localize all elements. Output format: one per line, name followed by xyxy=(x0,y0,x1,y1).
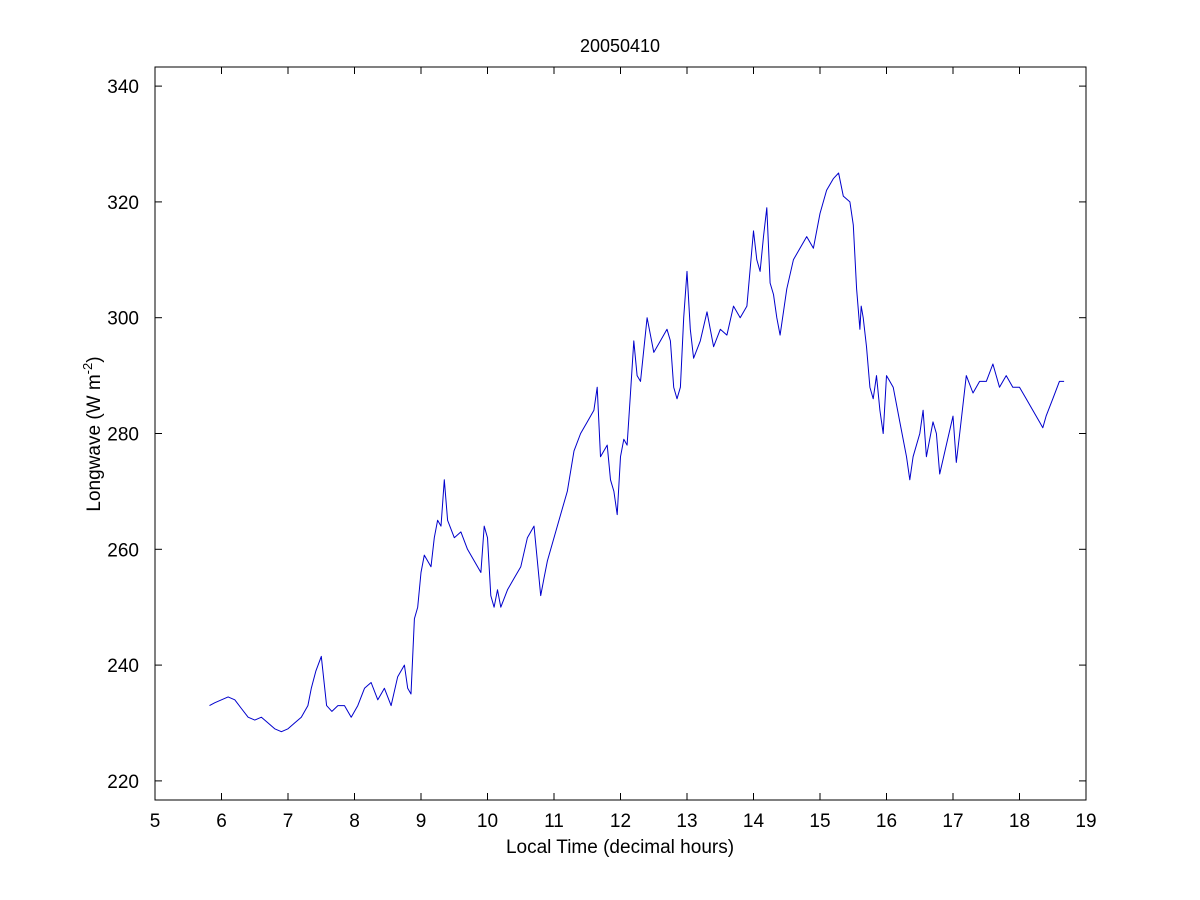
y-axis-label-superscript: -2 xyxy=(80,363,95,375)
y-tick-label: 340 xyxy=(107,77,139,98)
x-tick-label: 17 xyxy=(942,811,963,832)
x-axis: 5 6 7 8 9 10 11 12 13 14 15 16 17 18 19 xyxy=(150,67,1097,832)
x-tick-label: 10 xyxy=(477,811,498,832)
y-tick-label: 320 xyxy=(107,193,139,214)
x-tick-label: 6 xyxy=(216,811,227,832)
x-tick-label: 14 xyxy=(743,811,765,832)
series-line-group xyxy=(209,172,1065,733)
y-axis-label: Longwave (W m-2) xyxy=(80,356,105,511)
x-tick-label: 8 xyxy=(349,811,360,832)
x-tick-label: 11 xyxy=(544,811,564,832)
y-axis: 220 240 260 280 300 320 340 xyxy=(107,77,1086,793)
x-tick-label: 7 xyxy=(283,811,294,832)
x-tick-label: 12 xyxy=(610,811,631,832)
x-tick-label: 13 xyxy=(676,811,697,832)
chart-title: 20050410 xyxy=(580,36,660,56)
x-tick-label: 9 xyxy=(416,811,427,832)
x-tick-label: 18 xyxy=(1009,811,1030,832)
x-tick-label: 16 xyxy=(876,811,897,832)
x-axis-label: Local Time (decimal hours) xyxy=(506,837,734,858)
y-tick-label: 300 xyxy=(107,309,139,330)
y-axis-label-base: Longwave (W m xyxy=(84,374,105,511)
y-tick-label: 260 xyxy=(107,540,139,561)
x-tick-label: 15 xyxy=(809,811,830,832)
y-tick-label: 240 xyxy=(107,656,139,677)
y-axis-label-close: ) xyxy=(84,356,105,362)
longwave-series-line xyxy=(209,172,1065,733)
y-tick-label: 220 xyxy=(107,772,139,793)
x-tick-label: 5 xyxy=(150,811,161,832)
x-tick-label: 19 xyxy=(1075,811,1096,832)
y-tick-label: 280 xyxy=(107,425,139,446)
